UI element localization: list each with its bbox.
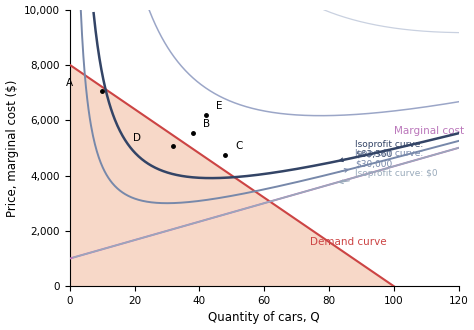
Y-axis label: Price, marginal cost ($): Price, marginal cost ($) bbox=[6, 79, 18, 216]
Text: Isoprofit curve:
$30,000: Isoprofit curve: $30,000 bbox=[338, 149, 423, 172]
Text: E: E bbox=[216, 101, 222, 111]
Text: A: A bbox=[66, 78, 73, 88]
Text: Marginal cost: Marginal cost bbox=[394, 126, 464, 136]
X-axis label: Quantity of cars, Q: Quantity of cars, Q bbox=[209, 312, 320, 324]
Text: B: B bbox=[203, 119, 210, 129]
Text: C: C bbox=[235, 141, 242, 151]
Text: Demand curve: Demand curve bbox=[310, 237, 386, 247]
Text: Isoprofit curve: $0: Isoprofit curve: $0 bbox=[339, 169, 438, 183]
Text: D: D bbox=[133, 133, 141, 143]
Text: Isoprofit curve:
$63,360: Isoprofit curve: $63,360 bbox=[339, 140, 423, 162]
